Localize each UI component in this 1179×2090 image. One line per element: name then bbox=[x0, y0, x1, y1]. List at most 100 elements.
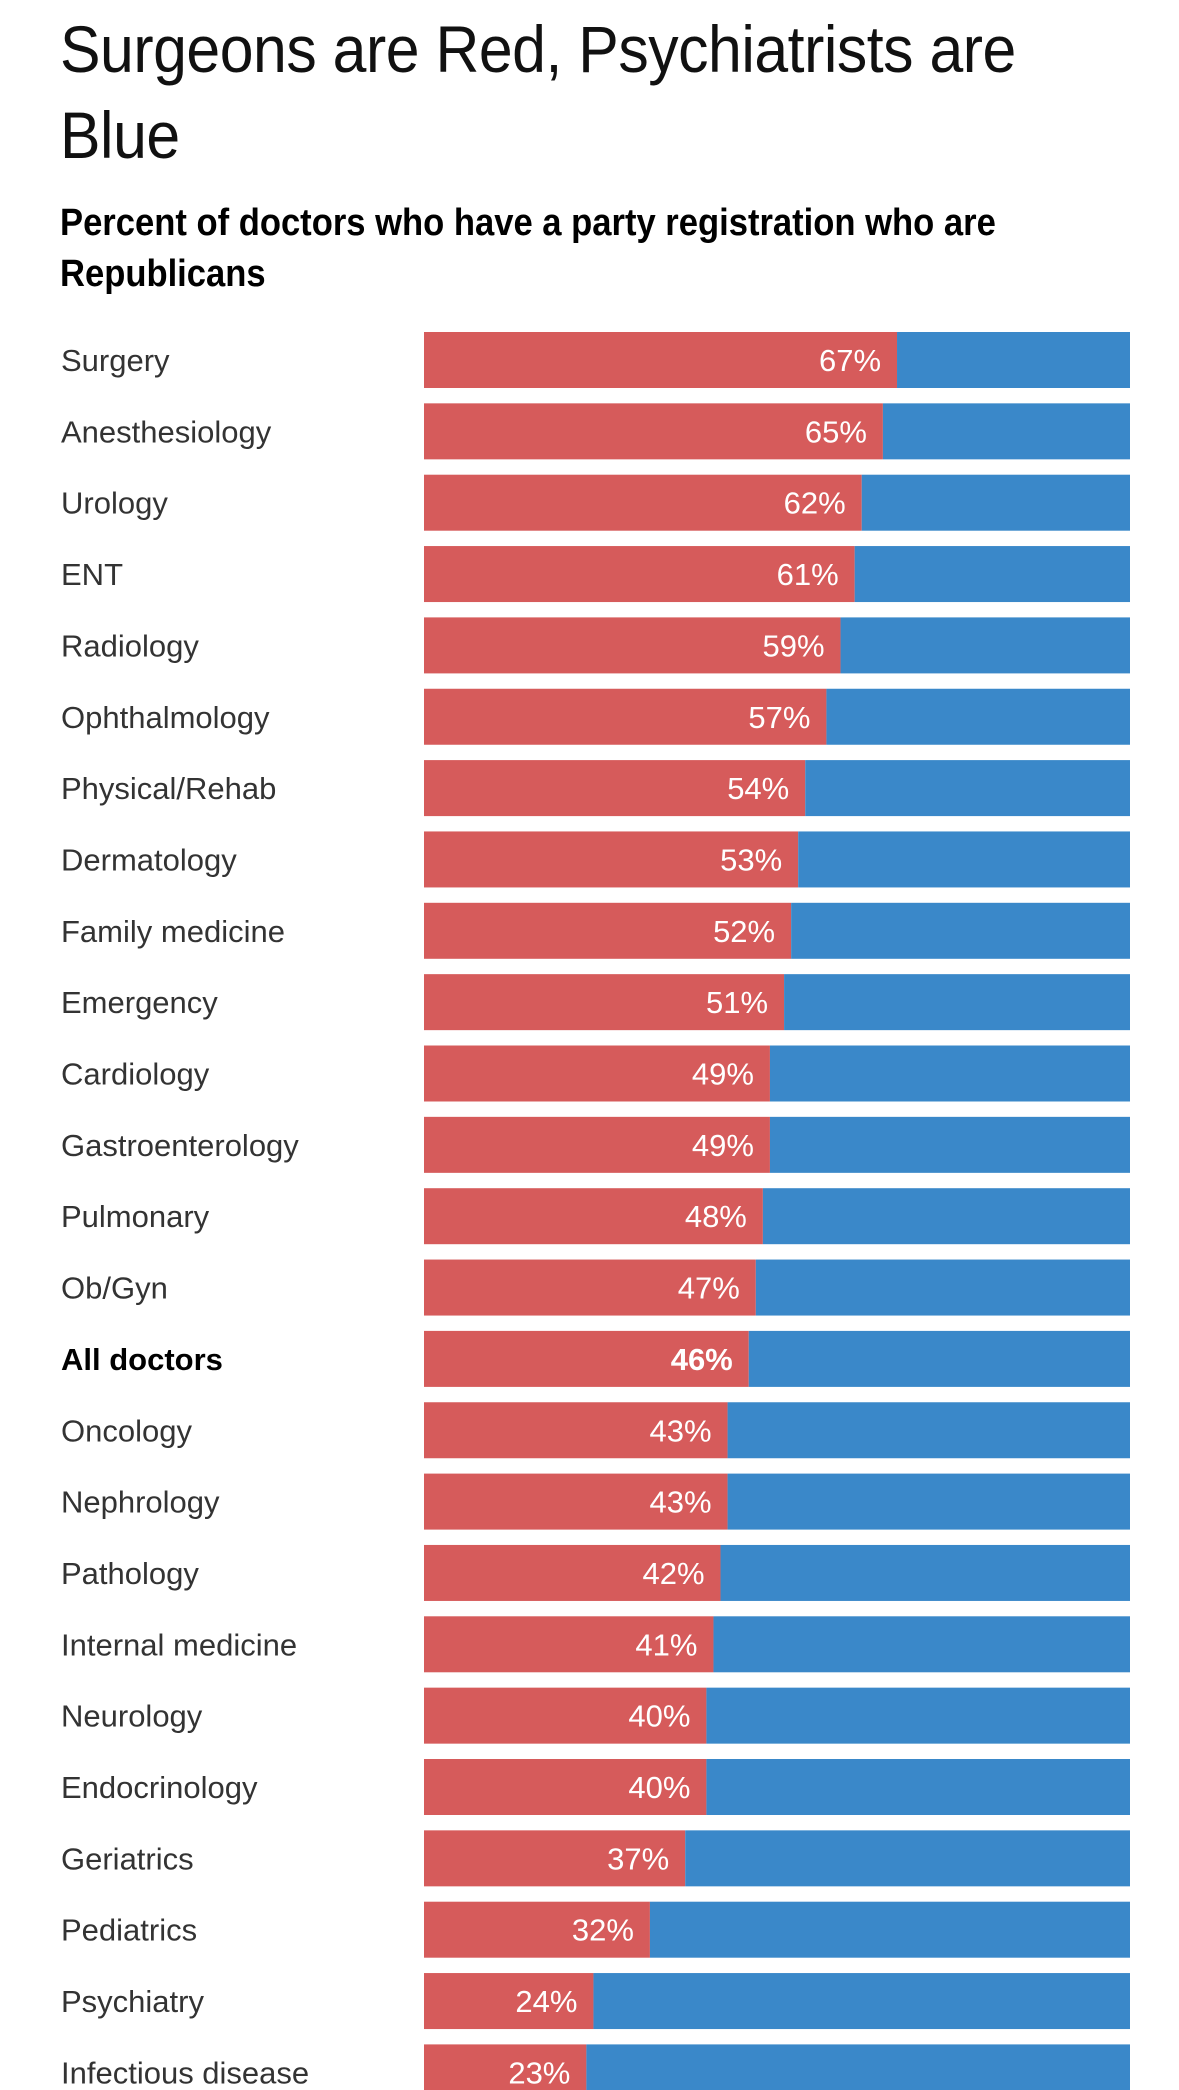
category-label: Infectious disease bbox=[61, 2055, 309, 2090]
value-label: 59% bbox=[762, 628, 824, 663]
category-label: Neurology bbox=[61, 1699, 203, 1734]
category-label: Family medicine bbox=[61, 914, 285, 949]
democrat-bar bbox=[762, 1188, 1130, 1245]
value-label: 24% bbox=[515, 1984, 577, 2019]
democrat-bar bbox=[748, 1330, 1130, 1387]
category-label: Pulmonary bbox=[61, 1199, 210, 1234]
category-label: Pathology bbox=[61, 1556, 199, 1591]
democrat-bar bbox=[784, 974, 1130, 1031]
bar-row: Physical/Rehab 54% bbox=[61, 760, 1130, 817]
value-label: 40% bbox=[628, 1770, 690, 1805]
democrat-bar bbox=[798, 831, 1130, 888]
category-label: Psychiatry bbox=[61, 1984, 204, 2019]
democrat-bar bbox=[854, 546, 1130, 603]
democrat-bar bbox=[861, 474, 1130, 531]
democrat-bar bbox=[897, 332, 1130, 388]
republican-bar bbox=[424, 1259, 756, 1316]
bar-row: Internal medicine 41% bbox=[61, 1616, 1130, 1673]
democrat-bar bbox=[649, 1901, 1130, 1958]
value-label: 51% bbox=[706, 985, 768, 1020]
category-label: Gastroenterology bbox=[61, 1128, 299, 1163]
republican-bar bbox=[424, 688, 827, 745]
bar-row: Ophthalmology 57% bbox=[61, 688, 1130, 745]
republican-bar bbox=[424, 760, 806, 817]
bar-row: All doctors 46% bbox=[61, 1330, 1130, 1387]
value-label: 40% bbox=[628, 1699, 690, 1734]
republican-bar bbox=[424, 831, 799, 888]
category-label: Internal medicine bbox=[61, 1627, 297, 1662]
bar-row: Pulmonary 48% bbox=[61, 1188, 1130, 1245]
value-label: 65% bbox=[805, 414, 867, 449]
democrat-bar bbox=[593, 1973, 1130, 2030]
value-label: 49% bbox=[692, 1057, 754, 1092]
bar-row: Gastroenterology 49% bbox=[61, 1116, 1130, 1173]
democrat-bar bbox=[769, 1045, 1130, 1102]
republican-bar bbox=[424, 1330, 749, 1387]
bar-row: Anesthesiology 65% bbox=[61, 403, 1130, 460]
bar-row: Family medicine 52% bbox=[61, 902, 1130, 959]
republican-bar bbox=[424, 1687, 707, 1744]
bar-row: Geriatrics 37% bbox=[61, 1830, 1130, 1887]
value-label: 48% bbox=[685, 1199, 747, 1234]
value-label: 32% bbox=[572, 1913, 634, 1948]
chart-title: Surgeons are Red, Psychiatrists are Blue bbox=[60, 12, 1016, 172]
republican-bar bbox=[424, 1188, 763, 1245]
bar-row: Emergency 51% bbox=[61, 974, 1130, 1031]
republican-bar bbox=[424, 902, 792, 959]
value-label: 42% bbox=[642, 1556, 704, 1591]
republican-bar bbox=[424, 1473, 728, 1530]
value-label: 43% bbox=[650, 1413, 712, 1448]
democrat-bar bbox=[769, 1116, 1130, 1173]
republican-bar bbox=[424, 1544, 721, 1601]
category-label: Geriatrics bbox=[61, 1841, 194, 1876]
republican-bar bbox=[424, 617, 841, 674]
category-label: Dermatology bbox=[61, 842, 237, 877]
bar-row: Dermatology 53% bbox=[61, 831, 1130, 888]
value-label: 54% bbox=[727, 771, 789, 806]
category-label: Emergency bbox=[61, 985, 218, 1020]
category-label: Ophthalmology bbox=[61, 700, 270, 735]
bar-row: ENT 61% bbox=[61, 546, 1130, 603]
category-label: Cardiology bbox=[61, 1057, 210, 1092]
value-label: 49% bbox=[692, 1128, 754, 1163]
democrat-bar bbox=[685, 1830, 1130, 1887]
bar-row: Radiology 59% bbox=[61, 617, 1130, 674]
category-label: Surgery bbox=[61, 343, 170, 378]
category-label: Pediatrics bbox=[61, 1913, 197, 1948]
democrat-bar bbox=[805, 760, 1130, 817]
bar-row: Pediatrics 32% bbox=[61, 1901, 1130, 1958]
value-label: 53% bbox=[720, 842, 782, 877]
democrat-bar bbox=[720, 1544, 1130, 1601]
value-label: 62% bbox=[784, 486, 846, 521]
bar-row: Surgery 67% bbox=[61, 332, 1130, 388]
democrat-bar bbox=[791, 902, 1130, 959]
democrat-bar bbox=[727, 1473, 1130, 1530]
democrat-bar bbox=[882, 403, 1130, 460]
republican-bar bbox=[424, 1616, 714, 1673]
value-label: 47% bbox=[678, 1271, 740, 1306]
bar-row: Psychiatry 24% bbox=[61, 1973, 1130, 2030]
value-label: 52% bbox=[713, 914, 775, 949]
democrat-bar bbox=[755, 1259, 1130, 1316]
value-label: 43% bbox=[650, 1485, 712, 1520]
chart-subtitle: Percent of doctors who have a party regi… bbox=[60, 202, 996, 295]
democrat-bar bbox=[727, 1402, 1130, 1459]
republican-bar bbox=[424, 1045, 770, 1102]
category-label: Physical/Rehab bbox=[61, 771, 276, 806]
republican-bar bbox=[424, 974, 785, 1031]
republican-bar bbox=[424, 1973, 594, 2030]
value-label: 57% bbox=[748, 700, 810, 735]
category-label: Urology bbox=[61, 486, 168, 521]
republican-bar bbox=[424, 1901, 650, 1958]
democrat-bar bbox=[826, 688, 1130, 745]
bar-row: Endocrinology 40% bbox=[61, 1759, 1130, 1815]
category-label: Oncology bbox=[61, 1413, 192, 1448]
value-label: 23% bbox=[508, 2055, 570, 2090]
republican-bar bbox=[424, 1116, 770, 1173]
bar-row: Cardiology 49% bbox=[61, 1045, 1130, 1102]
bar-row: Neurology 40% bbox=[61, 1687, 1130, 1744]
bar-row: Ob/Gyn 47% bbox=[61, 1259, 1130, 1316]
category-label: Endocrinology bbox=[61, 1770, 258, 1805]
bar-row: Infectious disease 23% bbox=[61, 2044, 1130, 2090]
